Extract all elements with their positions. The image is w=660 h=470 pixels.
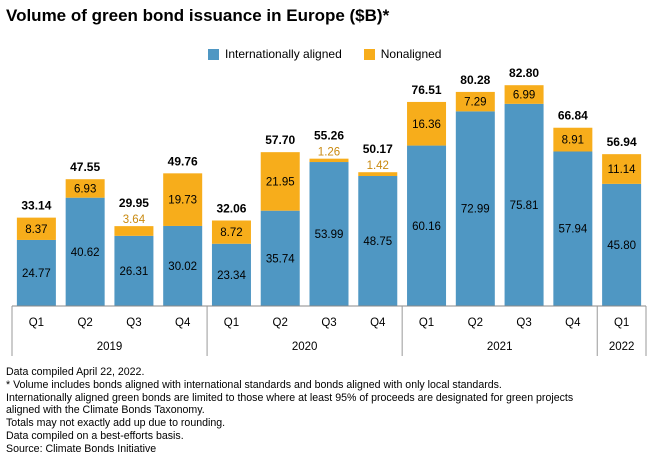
legend-swatch-aligned: [208, 48, 219, 60]
value-label-nonaligned: 1.42: [367, 160, 389, 172]
value-label-aligned: 72.99: [461, 204, 490, 216]
legend: Internationally aligned Nonaligned: [208, 47, 463, 61]
total-label: 29.95: [119, 196, 149, 210]
value-label-nonaligned: 19.73: [168, 195, 197, 207]
value-label-aligned: 23.34: [217, 270, 246, 282]
value-label-aligned: 48.75: [363, 236, 392, 248]
x-tick-label: Q1: [614, 317, 629, 329]
chart-title: Volume of green bond issuance in Europe …: [6, 6, 390, 25]
value-label-aligned: 45.80: [607, 240, 636, 252]
note-line: Data compiled on a best-efforts basis.: [6, 429, 184, 442]
value-label-nonaligned: 3.64: [123, 214, 146, 226]
x-tick-label: Q2: [468, 317, 483, 329]
x-tick-label: Q4: [370, 317, 386, 329]
x-tick-label: Q3: [516, 317, 531, 329]
bar-aligned: [407, 145, 447, 306]
bar-aligned: [553, 151, 593, 306]
year-label: 2020: [292, 341, 318, 353]
value-label-nonaligned: 8.37: [25, 224, 47, 236]
bar-nonaligned: [455, 91, 495, 112]
bar-nonaligned: [65, 179, 105, 198]
value-label-nonaligned: 11.14: [608, 164, 637, 176]
note-line: * Volume includes bonds aligned with int…: [6, 378, 502, 391]
total-label: 66.84: [558, 109, 588, 123]
bar-nonaligned: [260, 152, 300, 211]
total-label: 80.28: [460, 73, 490, 87]
bar-aligned: [16, 239, 56, 306]
value-label-nonaligned: 16.36: [412, 119, 441, 131]
value-label-nonaligned: 8.91: [562, 135, 584, 147]
total-label: 56.94: [607, 135, 637, 149]
bar-aligned: [455, 111, 495, 306]
total-label: 82.80: [509, 66, 539, 80]
note-line: Internationally aligned green bonds are …: [6, 391, 574, 404]
bar-aligned: [358, 176, 398, 306]
bar-aligned: [211, 243, 251, 306]
value-label-aligned: 26.31: [120, 266, 149, 278]
bar-nonaligned: [407, 101, 447, 146]
value-label-aligned: 30.02: [168, 261, 197, 273]
legend-item-aligned: Internationally aligned: [208, 47, 342, 61]
value-label-aligned: 40.62: [71, 247, 100, 259]
year-label: 2022: [609, 341, 635, 353]
bar-aligned: [602, 183, 642, 306]
x-tick-label: Q2: [77, 317, 92, 329]
note-line: Totals may not exactly add up due to rou…: [6, 417, 226, 430]
note-line: aligned with the Climate Bonds Taxonomy.: [6, 404, 205, 417]
total-label: 32.06: [216, 202, 246, 216]
year-label: 2021: [487, 341, 513, 353]
value-label-aligned: 24.77: [22, 268, 51, 280]
year-label: 2019: [97, 341, 123, 353]
legend-label-aligned: Internationally aligned: [225, 47, 342, 61]
value-label-nonaligned: 6.93: [74, 183, 96, 195]
value-label-aligned: 57.94: [558, 224, 587, 236]
bar-nonaligned: [163, 173, 203, 226]
total-label: 33.14: [21, 199, 51, 213]
x-tick-label: Q4: [175, 317, 191, 329]
total-label: 55.26: [314, 129, 344, 143]
legend-label-nonaligned: Nonaligned: [380, 47, 442, 61]
x-tick-label: Q1: [419, 317, 434, 329]
bar-nonaligned: [602, 154, 642, 184]
value-label-aligned: 35.74: [266, 253, 295, 265]
value-label-nonaligned: 21.95: [266, 176, 295, 188]
bar-aligned: [114, 235, 154, 306]
x-tick-label: Q3: [321, 317, 336, 329]
x-tick-label: Q4: [565, 317, 581, 329]
bar-aligned: [260, 210, 300, 306]
x-tick-label: Q3: [126, 317, 141, 329]
total-label: 76.51: [412, 83, 442, 97]
bar-aligned: [163, 225, 203, 306]
value-label-aligned: 75.81: [510, 200, 539, 212]
legend-item-nonaligned: Nonaligned: [363, 47, 442, 61]
bar-nonaligned: [504, 85, 544, 104]
value-label-nonaligned: 7.29: [464, 97, 486, 109]
total-label: 47.55: [70, 160, 100, 174]
bar-aligned: [309, 162, 349, 306]
x-tick-label: Q1: [29, 317, 44, 329]
bar-nonaligned: [553, 127, 593, 152]
bar-nonaligned: [16, 217, 56, 240]
x-tick-label: Q1: [224, 317, 239, 329]
value-label-aligned: 60.16: [412, 221, 441, 233]
bar-aligned: [65, 197, 105, 306]
note-line: Data compiled April 22, 2022.: [6, 366, 145, 378]
total-label: 49.76: [168, 154, 198, 168]
stacked-bar-chart: 24.77 8.37 33.14 Q1 40.62 6.93 47.55 Q2 26.31 3.6…: [11, 66, 647, 356]
chart-notes: Data compiled April 22, 2022. * Volume i…: [6, 366, 573, 456]
value-label-nonaligned: 6.99: [513, 90, 535, 102]
bar-nonaligned: [114, 226, 154, 236]
bar-nonaligned: [309, 158, 349, 163]
total-label: 57.70: [265, 133, 295, 147]
note-line: Source: Climate Bonds Initiative: [6, 442, 157, 455]
value-label-aligned: 53.99: [315, 229, 344, 241]
x-tick-label: Q2: [273, 317, 288, 329]
bar-aligned: [504, 103, 544, 306]
bar-nonaligned: [211, 220, 251, 244]
total-label: 50.17: [363, 142, 393, 156]
legend-swatch-nonaligned: [363, 48, 375, 60]
bar-nonaligned: [358, 172, 398, 176]
value-label-nonaligned: 8.72: [220, 227, 242, 239]
value-label-nonaligned: 1.26: [318, 147, 340, 159]
